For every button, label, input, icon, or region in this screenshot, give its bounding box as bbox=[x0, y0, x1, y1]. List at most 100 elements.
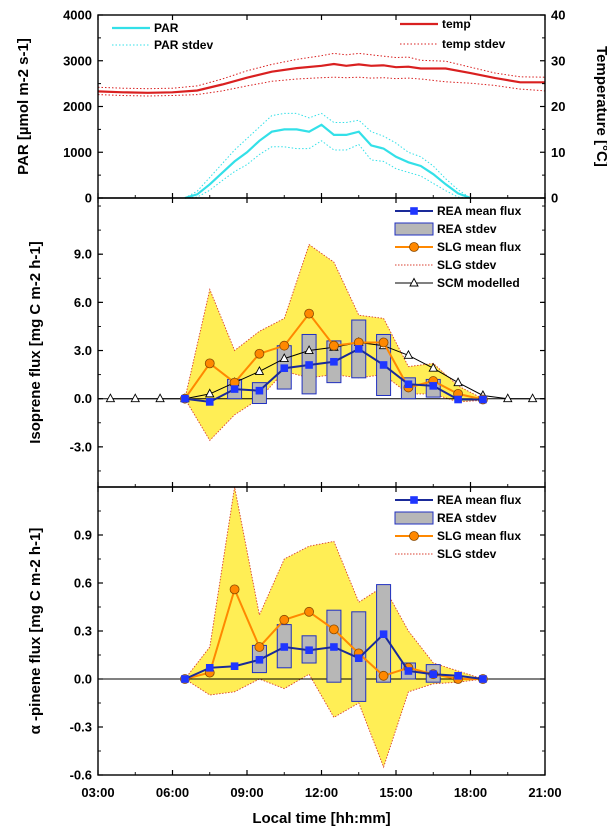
slg-mean-point bbox=[329, 340, 339, 351]
rea-mean-point bbox=[429, 382, 438, 390]
y-tick-label: 0.9 bbox=[74, 528, 92, 543]
x-tick-label: 15:00 bbox=[379, 785, 412, 800]
rea-mean-point bbox=[379, 361, 388, 369]
temp-stdev-lower-line bbox=[97, 76, 546, 97]
x-tick-label: 12:00 bbox=[305, 785, 338, 800]
legend-marker-slg-mean bbox=[409, 531, 419, 541]
slg-mean-point bbox=[329, 624, 339, 635]
legend-label-par: PAR bbox=[154, 21, 179, 35]
rea-mean-point bbox=[379, 630, 388, 638]
rea-mean-point bbox=[305, 361, 313, 369]
slg-mean-point bbox=[204, 358, 215, 369]
x-tick-label: 06:00 bbox=[156, 785, 189, 800]
flux-y-axis-title: α -pinene flux [mg C m-2 h-1] bbox=[27, 528, 44, 735]
par-stdev-upper-line bbox=[184, 112, 471, 199]
legend-label: SCM modelled bbox=[437, 276, 520, 290]
rea-mean-point bbox=[429, 670, 438, 678]
legend-label: REA mean flux bbox=[437, 493, 522, 507]
temp-line bbox=[97, 62, 545, 94]
legend-label: SLG stdev bbox=[437, 258, 497, 272]
slg-mean-point bbox=[378, 670, 389, 681]
legend-marker-slg-mean bbox=[409, 242, 419, 252]
y-tick-label: 6.0 bbox=[74, 295, 92, 310]
scm-point bbox=[304, 345, 314, 354]
rea-mean-point bbox=[230, 662, 239, 670]
scm-point bbox=[527, 393, 538, 403]
scm-point bbox=[428, 362, 438, 372]
rea-mean-point bbox=[255, 386, 264, 395]
y-tick-label: 9.0 bbox=[74, 247, 92, 262]
x-axis-title: Local time [hh:mm] bbox=[252, 810, 390, 827]
rea-mean-point bbox=[255, 656, 264, 664]
scm-point bbox=[453, 377, 463, 387]
slg-mean-point bbox=[279, 614, 290, 625]
scm-point bbox=[279, 353, 289, 363]
legend-label: REA mean flux bbox=[437, 204, 522, 218]
legend-label-temp: temp bbox=[442, 17, 471, 31]
slg-mean-point bbox=[254, 348, 265, 359]
y-tick-label: 0.0 bbox=[74, 672, 92, 687]
par-y-tick-label: 2000 bbox=[63, 99, 92, 114]
y-tick-label: -0.6 bbox=[70, 768, 92, 783]
y-tick-label: 0.6 bbox=[74, 576, 92, 591]
y-tick-label: 3.0 bbox=[74, 343, 92, 358]
legend-marker-rea-mean bbox=[410, 207, 418, 215]
rea-mean-point bbox=[230, 385, 239, 393]
y-tick-label: -0.3 bbox=[70, 720, 92, 735]
scm-point bbox=[403, 349, 414, 359]
par-line bbox=[184, 123, 471, 200]
rea-mean-point bbox=[354, 345, 363, 353]
par-y-axis-title: PAR [µmol m-2 s-1] bbox=[15, 38, 32, 175]
legend-label: REA stdev bbox=[437, 222, 497, 236]
scm-point bbox=[155, 393, 165, 403]
rea-mean-point bbox=[280, 643, 289, 651]
temp-y-tick-label: 30 bbox=[551, 53, 565, 68]
rea-mean-point bbox=[404, 380, 413, 389]
x-tick-label: 03:00 bbox=[81, 785, 114, 800]
slg-mean-point bbox=[229, 584, 240, 595]
slg-stdev-lower-edge bbox=[184, 673, 483, 769]
rea-mean-point bbox=[404, 667, 413, 675]
scm-point bbox=[254, 365, 265, 375]
flux-y-axis-title: Isoprene flux [mg C m-2 h-1] bbox=[27, 241, 44, 444]
slg-mean-point bbox=[279, 340, 290, 351]
rea-mean-point bbox=[181, 675, 189, 683]
rea-mean-point bbox=[205, 664, 214, 672]
rea-mean-point bbox=[479, 395, 487, 404]
temp-stdev-upper-line bbox=[97, 52, 546, 90]
slg-mean-point bbox=[304, 606, 314, 617]
legend-swatch-rea-stdev bbox=[394, 511, 434, 525]
par-y-tick-label: 4000 bbox=[63, 8, 92, 23]
temp-y-tick-label: 10 bbox=[551, 145, 565, 160]
x-tick-label: 18:00 bbox=[454, 785, 487, 800]
scm-point bbox=[105, 393, 116, 403]
legend-label: SLG mean flux bbox=[437, 240, 521, 254]
par-stdev-lower-line bbox=[184, 140, 471, 199]
legend-label: SLG mean flux bbox=[437, 529, 521, 543]
par-y-tick-label: 3000 bbox=[63, 53, 92, 68]
slg-mean-point bbox=[254, 642, 265, 652]
legend-swatch-rea-stdev bbox=[394, 222, 434, 236]
slg-mean-point bbox=[304, 308, 314, 319]
y-tick-label: -3.0 bbox=[70, 439, 92, 454]
rea-mean-point bbox=[479, 675, 487, 683]
y-tick-label: 0.0 bbox=[74, 391, 92, 406]
scm-point bbox=[205, 388, 215, 398]
legend-label-temp-stdev: temp stdev bbox=[442, 37, 506, 51]
rea-mean-point bbox=[181, 394, 189, 403]
temp-y-tick-label: 0 bbox=[551, 191, 558, 206]
par-y-tick-label: 1000 bbox=[63, 145, 92, 160]
rea-mean-point bbox=[280, 364, 289, 372]
par-y-tick-label: 0 bbox=[85, 191, 92, 206]
x-tick-label: 09:00 bbox=[230, 785, 263, 800]
rea-mean-point bbox=[454, 395, 462, 404]
temp-y-tick-label: 40 bbox=[551, 8, 565, 23]
legend-marker-scm bbox=[409, 277, 419, 287]
scm-point bbox=[503, 393, 513, 403]
scm-point bbox=[130, 393, 140, 403]
x-tick-label: 21:00 bbox=[528, 785, 561, 800]
rea-mean-point bbox=[454, 672, 462, 680]
y-tick-label: 0.3 bbox=[74, 624, 92, 639]
rea-mean-point bbox=[330, 643, 338, 651]
